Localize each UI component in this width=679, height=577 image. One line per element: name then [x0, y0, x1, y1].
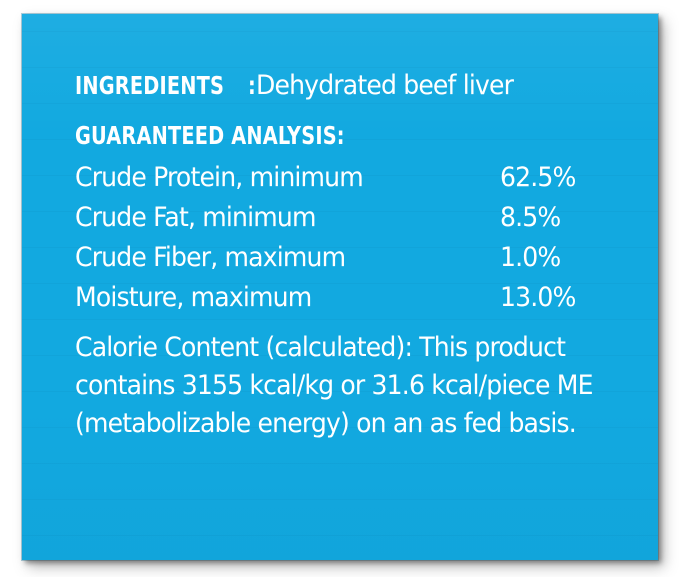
- table-row: Crude Fiber, maximum 1.0%: [75, 242, 635, 282]
- table-row: Moisture, maximum 13.0%: [75, 282, 635, 322]
- nutrient-value-crude-fat: 8.5%: [500, 202, 561, 233]
- nutrient-value-crude-fiber: 1.0%: [500, 242, 561, 273]
- nutrient-value-cell: 8.5%: [500, 202, 635, 242]
- label-content: INGREDIENTS: Dehydrated beef liver GUARA…: [75, 72, 635, 443]
- nutrient-value-cell: 1.0%: [500, 242, 635, 282]
- nutrient-name-cell: Crude Fat, minimum: [75, 202, 500, 242]
- guaranteed-analysis-heading-row: GUARANTEED ANALYSIS:: [75, 123, 635, 148]
- nutrient-label-crude-protein: Crude Protein, minimum: [75, 162, 364, 193]
- nutrient-value-cell: 62.5%: [500, 162, 635, 202]
- nutrient-value-moisture: 13.0%: [500, 282, 576, 313]
- calorie-content-paragraph: Calorie Content (calculated): This produ…: [75, 332, 593, 439]
- nutrient-value-crude-protein: 62.5%: [500, 162, 576, 193]
- nutrient-label-moisture: Moisture, maximum: [75, 282, 312, 313]
- ingredients-separator: :: [248, 71, 257, 100]
- guaranteed-analysis-table: Crude Protein, minimum 62.5% Crude Fat, …: [75, 162, 635, 322]
- nutrient-label-crude-fiber: Crude Fiber, maximum: [75, 242, 346, 273]
- ingredients-value: Dehydrated beef liver: [255, 70, 514, 101]
- nutrient-name-cell: Moisture, maximum: [75, 282, 500, 322]
- pet-food-label-card: INGREDIENTS: Dehydrated beef liver GUARA…: [22, 14, 658, 560]
- guaranteed-analysis-heading: GUARANTEED ANALYSIS:: [75, 121, 345, 150]
- table-row: Crude Protein, minimum 62.5%: [75, 162, 635, 202]
- nutrient-value-cell: 13.0%: [500, 282, 635, 322]
- ingredients-line: INGREDIENTS: Dehydrated beef liver: [75, 72, 635, 99]
- nutrient-label-crude-fat: Crude Fat, minimum: [75, 202, 316, 233]
- ingredients-label: INGREDIENTS: [75, 71, 225, 100]
- table-row: Crude Fat, minimum 8.5%: [75, 202, 635, 242]
- nutrient-name-cell: Crude Fiber, maximum: [75, 242, 500, 282]
- nutrient-name-cell: Crude Protein, minimum: [75, 162, 500, 202]
